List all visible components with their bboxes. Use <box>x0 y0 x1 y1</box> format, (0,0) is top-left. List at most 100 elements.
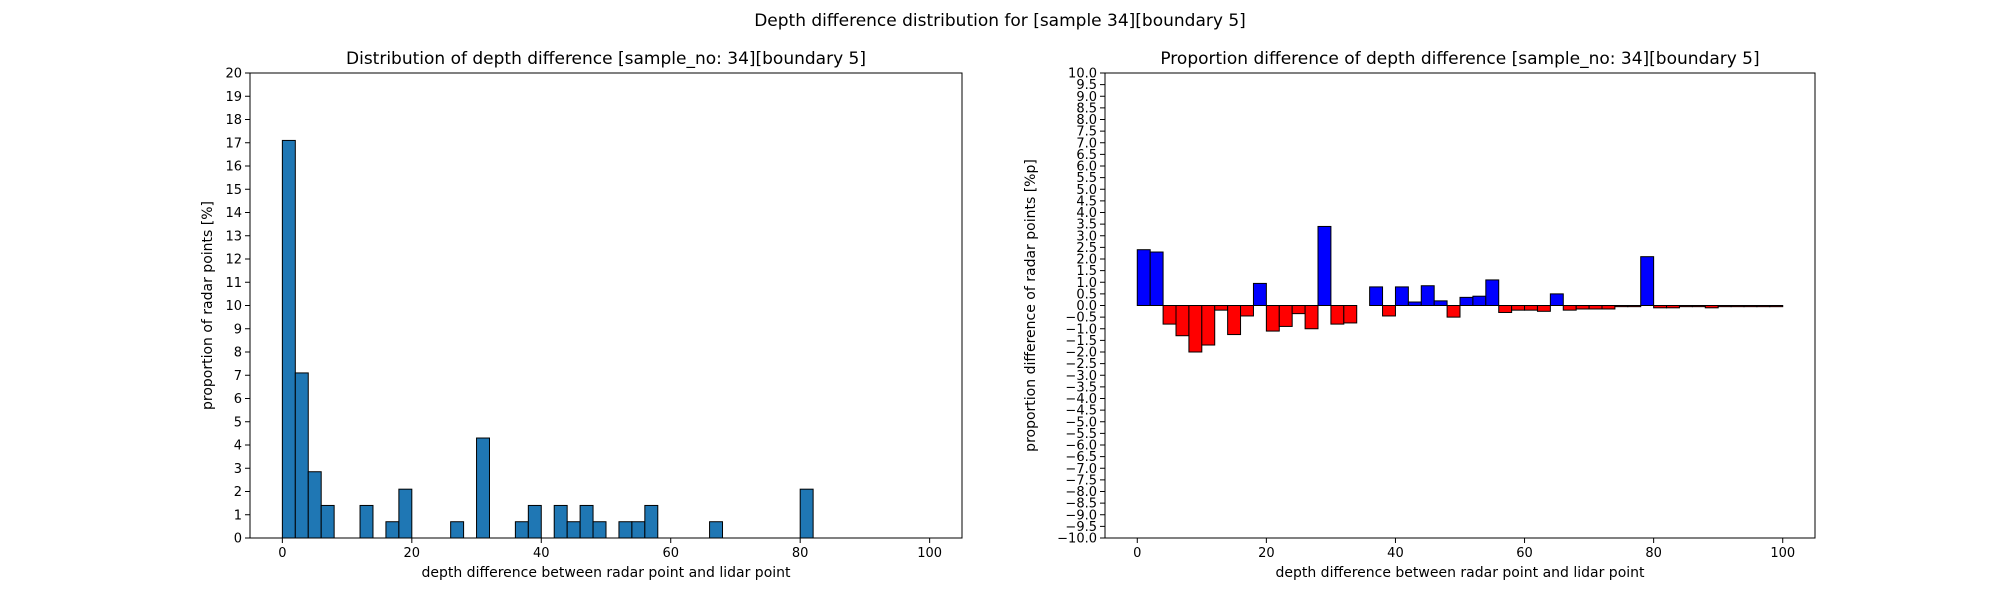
c1-y-tick-label: 1 <box>234 508 242 523</box>
c2-x-tick-label: 20 <box>1258 546 1275 561</box>
c1-x-tick-label: 40 <box>533 546 550 561</box>
c2-bar <box>1614 305 1629 308</box>
histogram-plot-frame <box>249 72 963 539</box>
c1-bar <box>579 504 594 539</box>
c2-bar <box>1265 305 1280 332</box>
difference-title: Proportion difference of depth differenc… <box>1160 49 1759 69</box>
c2-y-tick-label: −3.5 <box>1065 380 1097 395</box>
c1-y-tick-label: 14 <box>225 206 242 221</box>
c1-bar <box>476 437 490 539</box>
c2-bar <box>1498 305 1513 313</box>
difference-chart: Proportion difference of depth differenc… <box>1023 49 1816 581</box>
c2-bar <box>1343 305 1358 324</box>
c1-y-tick-label: 20 <box>225 67 242 82</box>
c2-bar <box>1743 305 1758 308</box>
c2-bar <box>1730 305 1745 308</box>
c2-y-tick-label: 0.0 <box>1076 299 1097 314</box>
c2-bar <box>1601 305 1616 310</box>
c2-bar <box>1252 282 1267 307</box>
c2-y-tick-label: 9.0 <box>1076 90 1097 105</box>
c2-y-tick-label: −6.5 <box>1065 450 1097 465</box>
c2-y-tick-label: −3.0 <box>1065 369 1097 384</box>
c2-bar <box>1640 256 1655 306</box>
c2-y-tick-label: 4.5 <box>1076 194 1097 209</box>
c2-bar <box>1149 251 1164 306</box>
c2-y-tick-label: −4.0 <box>1065 392 1097 407</box>
c1-bar <box>294 372 309 539</box>
c1-y-tick-label: 4 <box>234 439 242 454</box>
c2-y-tick-label: 5.0 <box>1076 183 1097 198</box>
c2-bar <box>1278 305 1293 327</box>
c2-bar <box>1136 249 1151 306</box>
c2-y-tick-label: −7.0 <box>1065 462 1097 477</box>
c1-y-tick-label: 15 <box>225 183 242 198</box>
c2-bar <box>1717 305 1732 308</box>
c1-bar <box>592 521 607 539</box>
c1-bar <box>307 471 322 539</box>
figure-suptitle: Depth difference distribution for [sampl… <box>754 11 1246 31</box>
c2-y-tick-label: 8.0 <box>1076 113 1097 128</box>
c2-y-tick-label: 5.5 <box>1076 171 1097 186</box>
c2-y-tick-label: 2.0 <box>1076 253 1097 268</box>
c2-bar <box>1524 305 1538 311</box>
c2-y-tick-label: 2.5 <box>1076 241 1097 256</box>
c2-y-tick-label: −9.5 <box>1065 520 1097 535</box>
c2-y-tick-label: 6.0 <box>1076 160 1097 175</box>
c1-bar <box>566 521 581 539</box>
c2-bar <box>1175 305 1190 337</box>
c2-bar <box>1459 296 1474 306</box>
c2-bar <box>1162 305 1177 325</box>
c2-y-tick-label: −5.0 <box>1065 415 1097 430</box>
c2-y-tick-label: 8.5 <box>1076 101 1097 116</box>
c2-y-tick-label: 1.0 <box>1076 276 1097 291</box>
c1-y-tick-label: 11 <box>225 276 242 291</box>
c2-bar <box>1588 305 1603 310</box>
c2-bar <box>1394 286 1409 306</box>
c1-y-tick-label: 9 <box>234 322 242 337</box>
c2-y-tick-label: 6.5 <box>1076 148 1097 163</box>
c2-bar <box>1369 286 1384 306</box>
c2-bar <box>1485 279 1500 306</box>
c2-bar <box>1549 293 1564 306</box>
histogram-x-axis-label: depth difference between radar point and… <box>421 565 791 581</box>
c2-bar <box>1291 305 1306 315</box>
difference-y-axis-label: proportion difference of radar points [%… <box>1023 159 1039 452</box>
c2-bar <box>1536 305 1551 312</box>
c2-bar <box>1188 305 1203 353</box>
c2-y-tick-label: 0.5 <box>1076 287 1097 302</box>
c2-y-tick-label: −1.5 <box>1065 334 1097 349</box>
c2-y-tick-label: 7.0 <box>1076 136 1097 151</box>
c1-y-tick-label: 3 <box>234 462 242 477</box>
c1-y-tick-label: 5 <box>234 415 242 430</box>
difference-bars <box>1136 225 1784 353</box>
c2-x-tick-label: 40 <box>1387 546 1404 561</box>
c2-bar <box>1472 295 1487 307</box>
c2-y-tick-label: −2.0 <box>1065 346 1097 361</box>
histogram-y-axis-label: proportion of radar points [%] <box>200 201 216 410</box>
c2-bar <box>1317 225 1332 306</box>
c1-bar <box>618 521 633 539</box>
c2-y-tick-label: −8.5 <box>1065 497 1097 512</box>
c1-y-tick-label: 8 <box>234 346 242 361</box>
histogram-ticks: 0 20 40 60 80 1000123456789101112131415161718… <box>225 67 942 562</box>
c1-y-tick-label: 19 <box>225 90 242 105</box>
c1-bar <box>644 504 659 539</box>
c2-y-tick-label: 3.5 <box>1076 218 1097 233</box>
c2-y-tick-label: 7.5 <box>1076 125 1097 140</box>
c1-y-tick-label: 2 <box>234 485 242 500</box>
c1-bar <box>359 504 374 539</box>
difference-x-axis-label: depth difference between radar point and… <box>1275 565 1645 581</box>
c2-y-tick-label: −1.0 <box>1065 322 1097 337</box>
c2-bar <box>1201 305 1216 346</box>
c1-x-tick-label: 60 <box>662 546 679 561</box>
c1-y-tick-label: 0 <box>234 532 242 547</box>
c2-bar <box>1240 305 1254 317</box>
c2-bar <box>1627 305 1642 308</box>
c2-x-tick-label: 100 <box>1770 546 1795 561</box>
c2-bar <box>1304 305 1319 330</box>
c2-y-tick-label: −5.5 <box>1065 427 1097 442</box>
c2-y-tick-label: 1.5 <box>1076 264 1097 279</box>
c2-bar <box>1330 305 1345 325</box>
c2-bar <box>1562 305 1577 311</box>
